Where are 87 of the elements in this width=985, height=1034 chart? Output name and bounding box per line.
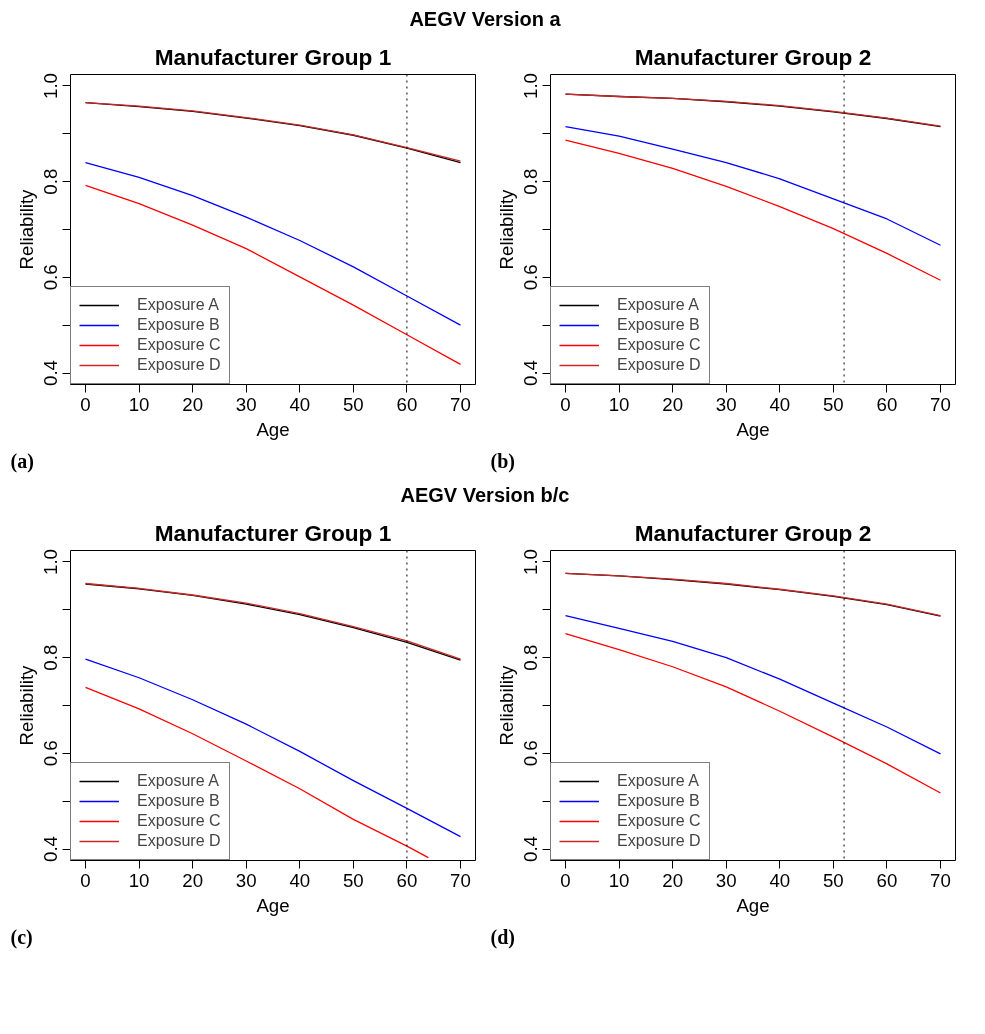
x-tick-label: 10 — [128, 393, 150, 415]
y-tick-label: 0.4 — [40, 836, 62, 862]
x-tick-label: 20 — [182, 393, 204, 415]
x-tick-label: 30 — [715, 393, 737, 415]
x-tick-label: 70 — [930, 869, 951, 891]
chart-title: Manufacturer Group 2 — [634, 519, 872, 546]
text: (d) — [490, 925, 515, 949]
legend-label: Exposure D — [137, 356, 221, 374]
legend-label: Exposure B — [137, 792, 220, 810]
x-tick-label: 0 — [80, 393, 91, 415]
x-tick-label: 50 — [342, 869, 364, 891]
x-tick-label: 10 — [608, 869, 630, 891]
x-tick-label: 60 — [396, 869, 418, 891]
x-tick-label: 60 — [876, 869, 898, 891]
legend-label: Exposure A — [137, 296, 219, 314]
text: AEGV Version b/c — [400, 483, 570, 508]
y-tick-label: 0.4 — [520, 360, 542, 386]
y-tick-label: 0.8 — [520, 644, 542, 671]
line-series — [564, 614, 942, 755]
x-axis-title: Age — [256, 418, 290, 440]
x-tick-label: 70 — [450, 393, 471, 415]
y-tick-label: 1.0 — [520, 73, 542, 99]
x-tick-label: 10 — [608, 393, 630, 415]
x-axis-title: Age — [256, 894, 290, 916]
x-tick-label: 0 — [80, 869, 91, 891]
x-tick-label: 20 — [662, 393, 684, 415]
text: (b) — [490, 449, 515, 473]
text: AEGV Version a — [409, 7, 561, 32]
y-tick-label: 0.8 — [40, 644, 62, 671]
x-tick-label: 0 — [560, 869, 571, 891]
x-tick-label: 20 — [182, 869, 204, 891]
y-tick-label: 0.6 — [520, 740, 542, 767]
x-tick-label: 40 — [769, 393, 791, 415]
legend-label: Exposure B — [617, 792, 700, 810]
x-tick-label: 50 — [342, 393, 364, 415]
x-tick-label: 50 — [822, 393, 844, 415]
chart-title: Manufacturer Group 2 — [634, 43, 872, 70]
y-tick-label: 0.6 — [40, 740, 62, 767]
x-tick-label: 40 — [289, 869, 311, 891]
y-tick-label: 0.8 — [40, 168, 62, 195]
text: (a) — [10, 449, 34, 473]
x-tick-label: 40 — [289, 393, 311, 415]
legend-label: Exposure C — [137, 336, 221, 354]
legend-label: Exposure D — [617, 356, 701, 374]
x-tick-label: 60 — [396, 393, 418, 415]
x-tick-label: 60 — [876, 393, 898, 415]
y-tick-label: 1.0 — [40, 73, 62, 99]
y-axis-title: Reliability — [15, 664, 37, 746]
y-tick-label: 0.4 — [40, 360, 62, 386]
line-series — [564, 126, 942, 246]
y-tick-label: 1.0 — [520, 549, 542, 575]
y-tick-label: 1.0 — [40, 549, 62, 575]
legend-label: Exposure A — [137, 772, 219, 790]
x-axis-title: Age — [736, 894, 770, 916]
legend-label: Exposure D — [137, 832, 221, 850]
x-tick-label: 10 — [128, 869, 150, 891]
line-series — [564, 633, 942, 794]
line-series — [84, 686, 430, 859]
x-tick-label: 30 — [235, 393, 257, 415]
chart-title: Manufacturer Group 1 — [154, 519, 392, 546]
y-tick-label: 0.6 — [520, 264, 542, 291]
x-tick-label: 30 — [715, 869, 737, 891]
x-tick-label: 70 — [930, 393, 951, 415]
chart-title: Manufacturer Group 1 — [154, 43, 392, 70]
legend-label: Exposure A — [617, 772, 699, 790]
x-tick-label: 0 — [560, 393, 571, 415]
y-tick-label: 0.4 — [520, 836, 542, 862]
legend-label: Exposure A — [617, 296, 699, 314]
legend-label: Exposure C — [617, 812, 701, 830]
text: (c) — [10, 925, 33, 949]
x-tick-label: 40 — [769, 869, 791, 891]
x-tick-label: 50 — [822, 869, 844, 891]
legend-label: Exposure D — [617, 832, 701, 850]
x-tick-label: 70 — [450, 869, 471, 891]
x-axis-title: Age — [736, 418, 770, 440]
x-tick-label: 20 — [662, 869, 684, 891]
y-tick-label: 0.6 — [40, 264, 62, 291]
line-series — [564, 139, 942, 281]
legend-label: Exposure B — [137, 316, 220, 334]
legend-label: Exposure C — [137, 812, 221, 830]
legend-label: Exposure C — [617, 336, 701, 354]
legend-label: Exposure B — [617, 316, 700, 334]
x-tick-label: 30 — [235, 869, 257, 891]
y-tick-label: 0.8 — [520, 168, 542, 195]
y-axis-title: Reliability — [495, 664, 517, 746]
y-axis-title: Reliability — [495, 188, 517, 270]
y-axis-title: Reliability — [15, 188, 37, 270]
